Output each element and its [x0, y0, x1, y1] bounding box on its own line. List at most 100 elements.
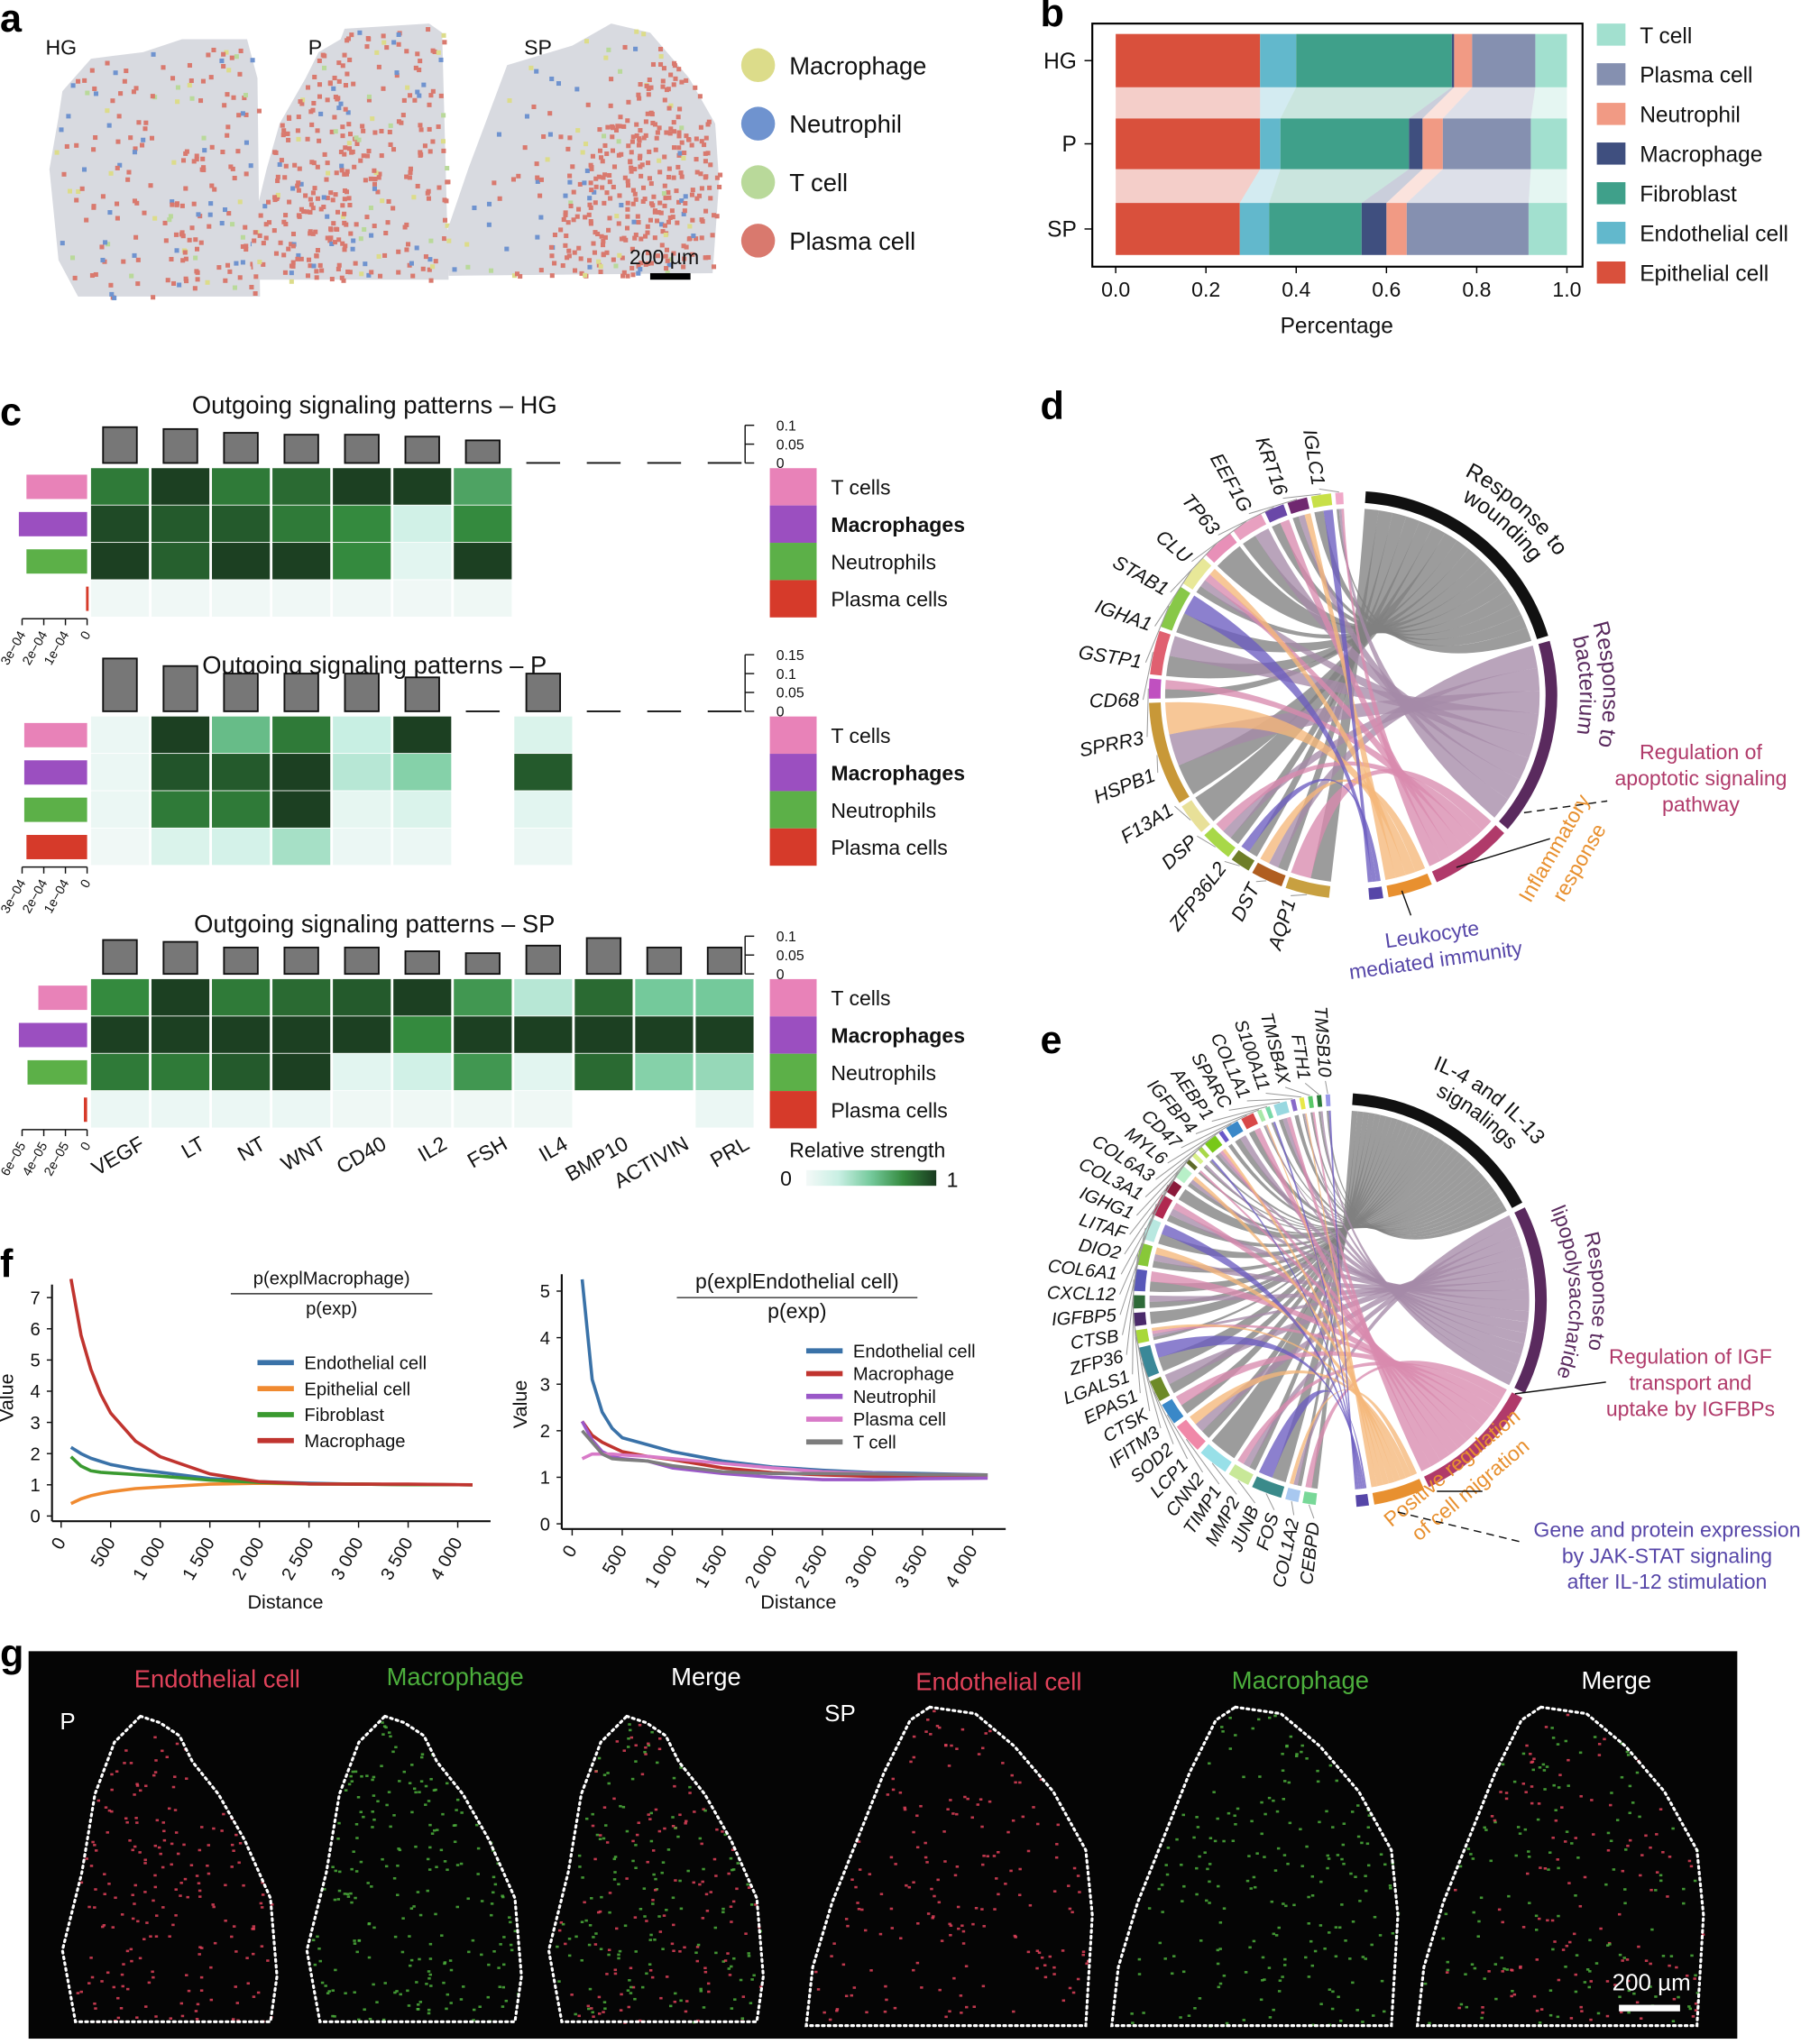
chord-SOD2-to-pathway-4 — [1154, 1335, 1365, 1489]
cell-spot — [682, 256, 687, 261]
macrophage-signal — [371, 1826, 374, 1829]
merged-signal — [1580, 2010, 1584, 2012]
legend-swatch — [1596, 23, 1626, 46]
cell-spot — [561, 216, 566, 223]
endothelial-signal — [200, 1826, 204, 1829]
y-axis-label: Value — [509, 1380, 531, 1429]
cell-spot — [89, 68, 95, 73]
cell-spot — [358, 158, 363, 163]
cell-spot — [321, 195, 326, 200]
pathway-label: lipopolysaccharide — [1547, 1202, 1589, 1382]
chord-MMP2-to-pathway-0 — [1211, 1114, 1381, 1459]
cell-spot — [281, 219, 287, 225]
macrophage-signal — [1311, 2023, 1315, 2027]
cell-spot — [194, 157, 199, 162]
cell-spot — [295, 128, 300, 133]
cell-spot — [662, 97, 667, 103]
cell-spot — [308, 197, 313, 202]
cell-spot — [212, 187, 217, 192]
endothelial-signal — [168, 1935, 171, 1939]
heatmap-cell-neutrophils-ACTIVIN — [635, 1053, 694, 1091]
cell-spot — [619, 151, 624, 157]
cell-spot — [230, 222, 235, 227]
endothelial-signal — [1026, 1849, 1031, 1853]
macrophage-signal — [466, 1897, 470, 1901]
endothelial-signal — [124, 1817, 128, 1820]
macrophage-signal — [1212, 1791, 1216, 1793]
endothelial-signal — [104, 1806, 108, 1809]
cell-spot — [664, 247, 669, 252]
cell-spot — [566, 253, 572, 259]
merged-signal — [1558, 1774, 1562, 1776]
cell-spot — [677, 106, 683, 112]
gene-segment-CD68 — [1150, 630, 1172, 676]
cell-spot — [325, 235, 330, 241]
macrophage-signal — [1137, 1973, 1142, 1975]
merged-signal — [1557, 1866, 1560, 1870]
gene-label-leader — [1156, 755, 1159, 774]
cell-spot — [592, 250, 597, 255]
heatmap-cell-neutrophils-IL4 — [514, 791, 573, 828]
macrophage-signal — [389, 1735, 392, 1738]
leader-line — [1397, 1511, 1522, 1543]
merged-signal — [1446, 1968, 1450, 1972]
merged-signal — [1604, 1883, 1608, 1886]
column-total-bar-CD40 — [344, 434, 380, 464]
cell-spot — [227, 269, 233, 274]
cell-spot — [690, 188, 695, 193]
pathway-label: bacterium — [1567, 633, 1599, 736]
chord-DST-to-pathway-1 — [1269, 646, 1538, 868]
cell-spot — [193, 237, 198, 243]
cell-spot — [115, 201, 120, 206]
cell-spot — [295, 256, 300, 261]
x-tick-label: 0.6 — [1372, 278, 1401, 301]
cell-spot — [563, 212, 568, 217]
merged-signal — [1565, 1944, 1569, 1948]
heatmap-hg: Outgoing signaling patterns – HG0.10.050… — [0, 391, 965, 668]
cell-spot — [425, 190, 430, 196]
chord-IFITM3-to-pathway-2 — [1152, 1324, 1490, 1425]
gene-label-leader — [1146, 688, 1149, 738]
cell-spot — [418, 127, 424, 133]
cell-spot — [381, 33, 386, 39]
endothelial-signal — [865, 2011, 868, 2014]
macrophage-signal — [1260, 1801, 1263, 1804]
cell-spot — [430, 88, 436, 94]
macrophage-signal — [416, 2003, 420, 2006]
cell-spot — [636, 220, 641, 225]
endothelial-signal — [832, 1942, 836, 1945]
merged-signal — [1556, 1858, 1559, 1861]
merged-signal — [1628, 1811, 1631, 1815]
cell-spot — [646, 86, 651, 91]
merged-signal — [1578, 1751, 1583, 1755]
macrophage-signal — [460, 1811, 464, 1814]
bar-segment-HG-macrophage — [1451, 33, 1455, 87]
cell-spot — [565, 220, 571, 225]
cell-spot — [366, 272, 372, 278]
gene-label-leader — [1291, 1501, 1295, 1516]
macrophage-signal — [1195, 1816, 1199, 1819]
merged-signal — [709, 1891, 713, 1893]
macrophage-signal — [428, 1973, 432, 1976]
cell-spot — [170, 76, 176, 81]
macrophage-signal — [428, 1957, 433, 1960]
cell-spot — [356, 137, 362, 142]
endothelial-signal — [926, 1912, 931, 1915]
macrophage-signal — [492, 1891, 495, 1894]
cell-spot — [408, 170, 413, 175]
endothelial-signal — [923, 1856, 928, 1859]
endothelial-signal — [251, 1928, 254, 1930]
cell-spot — [617, 193, 622, 198]
cell-spot — [699, 186, 704, 191]
endothelial-signal — [183, 1877, 188, 1881]
merged-signal — [635, 1833, 639, 1837]
cell-spot — [418, 150, 423, 155]
endothelial-signal — [194, 2010, 198, 2012]
merged-signal — [1493, 1819, 1497, 1822]
cell-spot — [296, 188, 301, 193]
heatmap-cell-t-cells-CD40 — [333, 978, 391, 1016]
endothelial-signal — [915, 1961, 920, 1965]
column-total-bar-CD40 — [344, 673, 380, 712]
cell-spot — [332, 240, 338, 245]
cell-spot — [445, 179, 450, 185]
